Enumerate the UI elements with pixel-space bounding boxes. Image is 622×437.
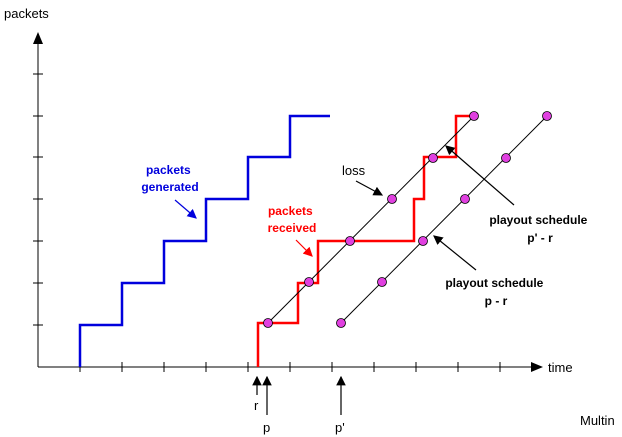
y-axis-arrowhead	[33, 32, 43, 44]
playout-schedule-p-label: playout schedule p - r	[445, 276, 546, 308]
y-axis-label: packets	[4, 6, 49, 21]
point	[377, 277, 387, 287]
playout-schedule-p-prime-label: playout schedule p' - r	[489, 213, 590, 245]
point	[460, 194, 470, 204]
footer-text: Multin	[580, 413, 615, 428]
point	[304, 277, 314, 287]
point	[263, 318, 273, 328]
point	[418, 236, 428, 246]
x-ticks	[79, 362, 501, 372]
x-axis-label: time	[548, 360, 573, 375]
playout-line-p-prime	[267, 115, 475, 324]
point	[542, 111, 552, 121]
y-ticks	[33, 73, 43, 326]
playout-line-p	[340, 115, 548, 324]
packets-generated-label: packets generated	[141, 163, 198, 194]
point	[469, 111, 479, 121]
tick-p-prime-label: p'	[335, 420, 345, 435]
playout-schedule-p-arrow	[433, 235, 477, 271]
tick-r-label: r	[254, 398, 259, 413]
playout-schedule-p-prime-arrow	[445, 145, 515, 206]
packets-received-label: packets received	[268, 204, 317, 235]
packets-received-staircase	[256, 114, 474, 367]
loss-arrow	[355, 180, 384, 196]
point	[387, 194, 397, 204]
loss-label: loss	[342, 163, 366, 178]
point	[345, 236, 355, 246]
x-axis-arrowhead	[531, 362, 543, 372]
packets-received-arrow	[295, 239, 313, 257]
point	[501, 153, 511, 163]
packets-generated-arrow	[174, 199, 197, 219]
tick-p-label: p	[263, 420, 270, 435]
point	[336, 318, 346, 328]
points-p	[336, 111, 552, 328]
time-markers	[252, 375, 346, 415]
points-p-prime	[263, 111, 479, 328]
packets-generated-staircase	[78, 114, 330, 367]
point	[428, 153, 438, 163]
